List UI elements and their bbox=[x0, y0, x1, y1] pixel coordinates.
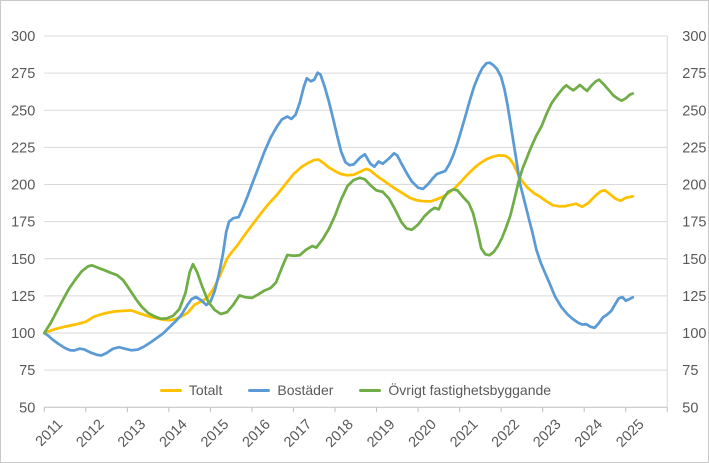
svg-text:2017: 2017 bbox=[281, 417, 315, 451]
svg-text:250: 250 bbox=[682, 103, 706, 119]
svg-text:275: 275 bbox=[682, 66, 706, 82]
svg-text:275: 275 bbox=[11, 66, 35, 82]
legend-item-totalt: Totalt bbox=[159, 382, 223, 398]
legend-line-swatch-ovrigt bbox=[359, 388, 382, 392]
legend-item-ovrigt: Övrigt fastighetsbyggande bbox=[359, 382, 551, 398]
svg-text:125: 125 bbox=[682, 289, 706, 305]
svg-text:2012: 2012 bbox=[74, 417, 108, 451]
svg-text:100: 100 bbox=[682, 326, 706, 342]
svg-text:2023: 2023 bbox=[530, 417, 564, 451]
svg-text:2025: 2025 bbox=[613, 417, 647, 451]
svg-text:75: 75 bbox=[19, 363, 35, 379]
svg-text:175: 175 bbox=[11, 215, 35, 231]
svg-text:125: 125 bbox=[11, 289, 35, 305]
svg-text:225: 225 bbox=[11, 140, 35, 156]
svg-text:225: 225 bbox=[682, 140, 706, 156]
svg-text:300: 300 bbox=[682, 29, 706, 45]
svg-text:2020: 2020 bbox=[406, 417, 440, 451]
svg-text:50: 50 bbox=[682, 400, 698, 416]
svg-text:2015: 2015 bbox=[198, 417, 232, 451]
svg-text:150: 150 bbox=[682, 252, 706, 268]
series-line-2 bbox=[42, 78, 635, 335]
legend-line-swatch-bostader bbox=[248, 388, 271, 392]
series-line-0 bbox=[42, 154, 635, 335]
svg-text:150: 150 bbox=[11, 252, 35, 268]
series-line-1 bbox=[42, 61, 635, 357]
svg-text:2018: 2018 bbox=[323, 417, 357, 451]
svg-text:50: 50 bbox=[19, 400, 35, 416]
legend-label-ovrigt: Övrigt fastighetsbyggande bbox=[388, 382, 552, 398]
legend-line-swatch-totalt bbox=[159, 388, 182, 392]
svg-text:250: 250 bbox=[11, 103, 35, 119]
svg-text:2019: 2019 bbox=[364, 417, 398, 451]
svg-text:2011: 2011 bbox=[33, 417, 66, 450]
legend-label-totalt: Totalt bbox=[188, 382, 223, 398]
svg-text:175: 175 bbox=[682, 215, 706, 231]
legend-label-bostader: Bostäder bbox=[277, 382, 334, 398]
svg-text:200: 200 bbox=[682, 178, 706, 194]
y-axis-left-labels: 300 275 250 225 200 175 150 125 100 75 50 bbox=[11, 29, 35, 416]
svg-text:75: 75 bbox=[682, 363, 698, 379]
gridlines bbox=[44, 35, 668, 371]
svg-text:200: 200 bbox=[11, 178, 35, 194]
y-axis-right-labels: 300 275 250 225 200 175 150 125 100 75 50 bbox=[682, 29, 706, 416]
x-axis bbox=[43, 406, 668, 413]
svg-text:2014: 2014 bbox=[157, 417, 191, 451]
svg-text:2022: 2022 bbox=[489, 417, 523, 451]
svg-text:100: 100 bbox=[11, 326, 35, 342]
x-axis-labels: 2011 2012 2013 2014 2015 2016 2017 2018 2019 2020… bbox=[33, 417, 648, 451]
svg-text:2024: 2024 bbox=[572, 417, 606, 451]
svg-text:2016: 2016 bbox=[240, 417, 274, 451]
svg-text:300: 300 bbox=[11, 29, 35, 45]
svg-text:2013: 2013 bbox=[115, 417, 149, 451]
legend-item-bostader: Bostäder bbox=[248, 382, 333, 398]
legend: Totalt Bostäder Övrigt fastighetsbyggand… bbox=[1, 379, 708, 401]
svg-text:2021: 2021 bbox=[447, 417, 481, 451]
